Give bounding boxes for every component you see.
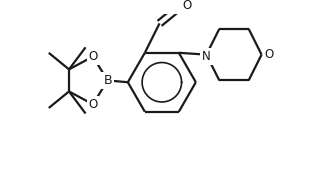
Text: N: N (202, 50, 211, 63)
Text: O: O (264, 48, 274, 61)
Text: O: O (182, 0, 192, 11)
Text: B: B (103, 74, 112, 87)
Text: O: O (88, 98, 98, 111)
Text: O: O (88, 50, 98, 63)
